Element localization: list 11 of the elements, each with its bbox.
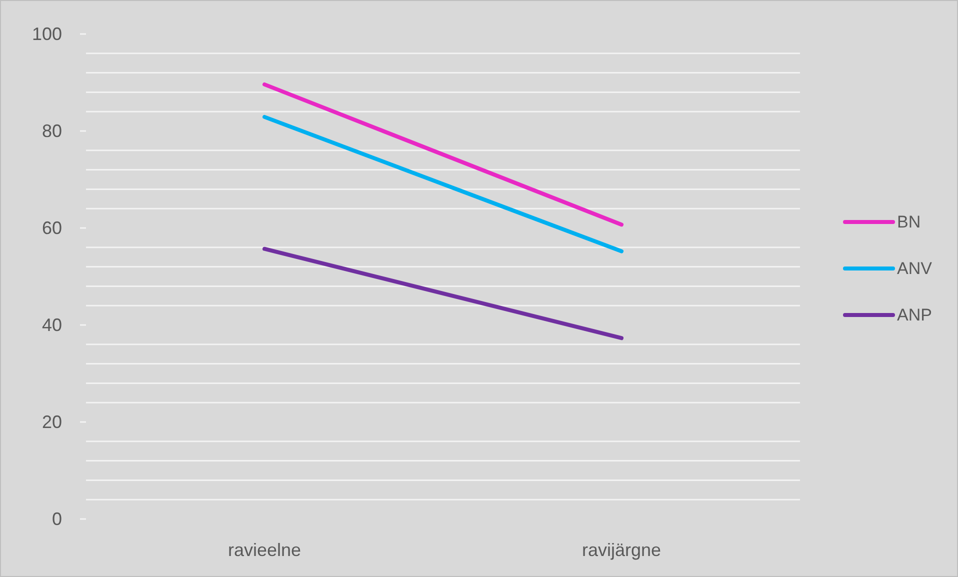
legend-label: ANP bbox=[897, 306, 932, 324]
y-tick-label: 80 bbox=[42, 121, 62, 141]
legend-label: BN bbox=[897, 212, 921, 232]
x-tick-label: ravijärgne bbox=[582, 540, 662, 560]
y-tick-label: 100 bbox=[32, 24, 62, 44]
legend-label: ANV bbox=[897, 259, 933, 278]
y-tick-label: 60 bbox=[42, 218, 62, 238]
x-tick-label: ravieelne bbox=[228, 540, 302, 560]
y-tick-label: 20 bbox=[42, 412, 62, 432]
y-tick-label: 40 bbox=[42, 315, 62, 335]
y-tick-label: 0 bbox=[52, 509, 62, 529]
